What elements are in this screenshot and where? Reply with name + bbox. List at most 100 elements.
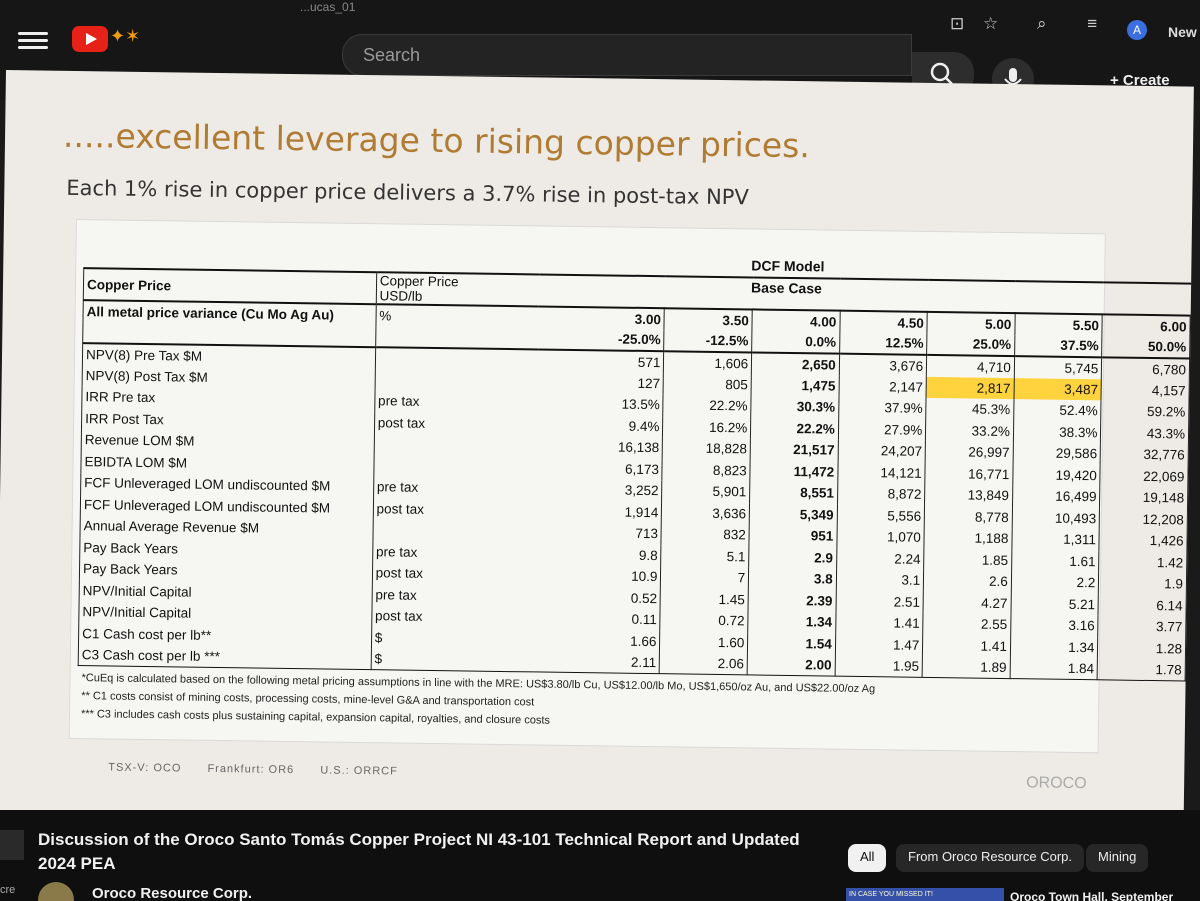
table-cell: 27.9% (838, 418, 927, 441)
table-cell: 1.28 (1097, 636, 1186, 660)
chip-from-channel[interactable]: From Oroco Resource Corp. (896, 844, 1084, 872)
row-unit (375, 369, 538, 393)
table-cell: 0.72 (660, 609, 749, 632)
table-cell: 2.51 (835, 590, 924, 613)
table-cell: 4.27 (923, 591, 1012, 615)
table-cell: 9.8 (535, 542, 662, 567)
table-cell: 50.0% (1101, 335, 1190, 359)
table-cell: 2,650 (751, 352, 840, 376)
browser-tab-fragment: ...ucas_01 (300, 0, 356, 14)
table-cell: 1.85 (923, 548, 1012, 572)
table-cell: 832 (661, 523, 750, 546)
table-cell: 6,173 (536, 456, 663, 481)
ticker-us: U.S.: ORRCF (320, 764, 398, 778)
table-cell: 11,472 (750, 459, 838, 483)
slide-subtitle: Each 1% rise in copper price delivers a … (66, 175, 749, 210)
row-unit: pre tax (376, 479, 419, 496)
footnotes: *CuEq is calculated based on the followi… (81, 669, 875, 734)
bookmark-star-icon[interactable]: ☆ (982, 14, 999, 33)
table-cell: 1.84 (1009, 657, 1098, 680)
table-cell: 8,872 (837, 482, 926, 506)
table-cell: 52.4% (1013, 399, 1102, 422)
table-cell: 16,771 (925, 462, 1013, 486)
table-cell: 9.4% (537, 413, 664, 438)
related-video-thumbnail[interactable]: IN CASE YOU MISSED IT! (846, 888, 1004, 901)
table-cell: 1,188 (924, 526, 1013, 550)
table-cell: 8,551 (749, 481, 838, 505)
row-unit: post tax (377, 414, 426, 431)
table-cell: 1,311 (1011, 528, 1100, 551)
row-unit: % (379, 307, 392, 324)
table-cell: 8,778 (924, 505, 1013, 529)
table-cell: 2.24 (836, 547, 925, 570)
channel-avatar[interactable] (38, 882, 74, 901)
row-unit (374, 433, 537, 457)
table-cell: 1.47 (835, 633, 924, 656)
install-app-icon[interactable]: ⊡ (950, 14, 965, 33)
table-cell: 37.9% (838, 396, 927, 420)
table-cell: -25.0% (538, 327, 665, 352)
table-cell: 1.61 (1011, 549, 1100, 573)
row-unit: $ (370, 648, 535, 672)
table-cell: 22,069 (1100, 464, 1189, 488)
table-cell: 1,606 (663, 351, 752, 374)
table-cell: 5.50 (1014, 313, 1103, 336)
channel-name[interactable]: Oroco Resource Corp. (92, 885, 253, 901)
chip-mining[interactable]: Mining (1086, 844, 1149, 872)
copper-price-label: Copper Price (83, 268, 377, 305)
table-cell: 6.14 (1098, 593, 1187, 617)
unit-line2: USD/lb (379, 288, 423, 304)
lens-icon[interactable]: ⌕ (1036, 14, 1047, 33)
reading-list-icon[interactable]: ≡ (1087, 14, 1098, 33)
table-cell: 713 (535, 521, 662, 545)
table-cell: 43.3% (1100, 421, 1189, 445)
row-unit: pre tax (375, 543, 418, 560)
row-unit (374, 455, 537, 479)
dcf-header-line1: DCF Model (751, 257, 825, 275)
video-frame[interactable]: .....excellent leverage to rising copper… (0, 70, 1194, 827)
table-cell: 2.39 (748, 588, 837, 612)
video-title: Discussion of the Oroco Santo Tomás Copp… (38, 830, 800, 873)
doodle-logo-icon: ✦✶ (110, 26, 141, 46)
table-cell: 2.55 (923, 612, 1011, 636)
table-cell: 1.9 (1098, 572, 1187, 596)
table-cell: 2,817 (926, 376, 1015, 400)
search-input[interactable]: Search (342, 34, 912, 76)
ticker-footer: TSX-V: OCO Frankfurt: OR6 U.S.: ORRCF (108, 761, 420, 777)
table-cell: 25.0% (926, 333, 1015, 357)
table-cell: 4.00 (752, 309, 840, 333)
related-video-title[interactable]: Oroco Town Hall, September (1010, 890, 1174, 901)
table-cell: 16,138 (537, 435, 663, 459)
youtube-logo[interactable] (72, 26, 108, 52)
row-unit: pre tax (375, 586, 417, 603)
table-cell: 1,475 (751, 373, 840, 397)
table-cell: 571 (538, 349, 665, 373)
table-cell: 21,517 (750, 438, 839, 462)
hamburger-menu-icon[interactable] (18, 28, 48, 52)
new-tab-label[interactable]: New (1168, 24, 1197, 40)
copper-price-unit: Copper Price USD/lb (375, 272, 540, 307)
table-cell: 0.0% (751, 330, 840, 354)
chip-all[interactable]: All (848, 844, 887, 872)
row-unit (375, 325, 539, 350)
table-cell: 1.78 (1097, 658, 1186, 682)
table-cell: 29,586 (1012, 442, 1101, 465)
row-unit: post tax (375, 565, 424, 582)
table-cell: 5,745 (1014, 356, 1102, 379)
table-cell: 3.16 (1010, 614, 1099, 637)
table-cell: 26,997 (925, 440, 1014, 464)
table-cell: 19,148 (1099, 486, 1188, 510)
table-cell: 45.3% (926, 397, 1014, 421)
table-cell: 1.60 (659, 630, 748, 654)
table-cell: 951 (749, 524, 837, 548)
table-cell: 1.95 (834, 654, 923, 678)
table-cell: 32,776 (1100, 443, 1189, 467)
table-cell: 5,901 (661, 480, 751, 503)
table-cell: 127 (537, 370, 664, 395)
table-cell: 3,636 (661, 501, 750, 525)
table-cell: 1,070 (836, 525, 925, 549)
table-cell: 3.1 (836, 568, 924, 592)
profile-avatar[interactable]: A (1127, 20, 1147, 40)
table-cell: 38.3% (1013, 420, 1102, 444)
table-cell: 12,208 (1099, 507, 1188, 531)
